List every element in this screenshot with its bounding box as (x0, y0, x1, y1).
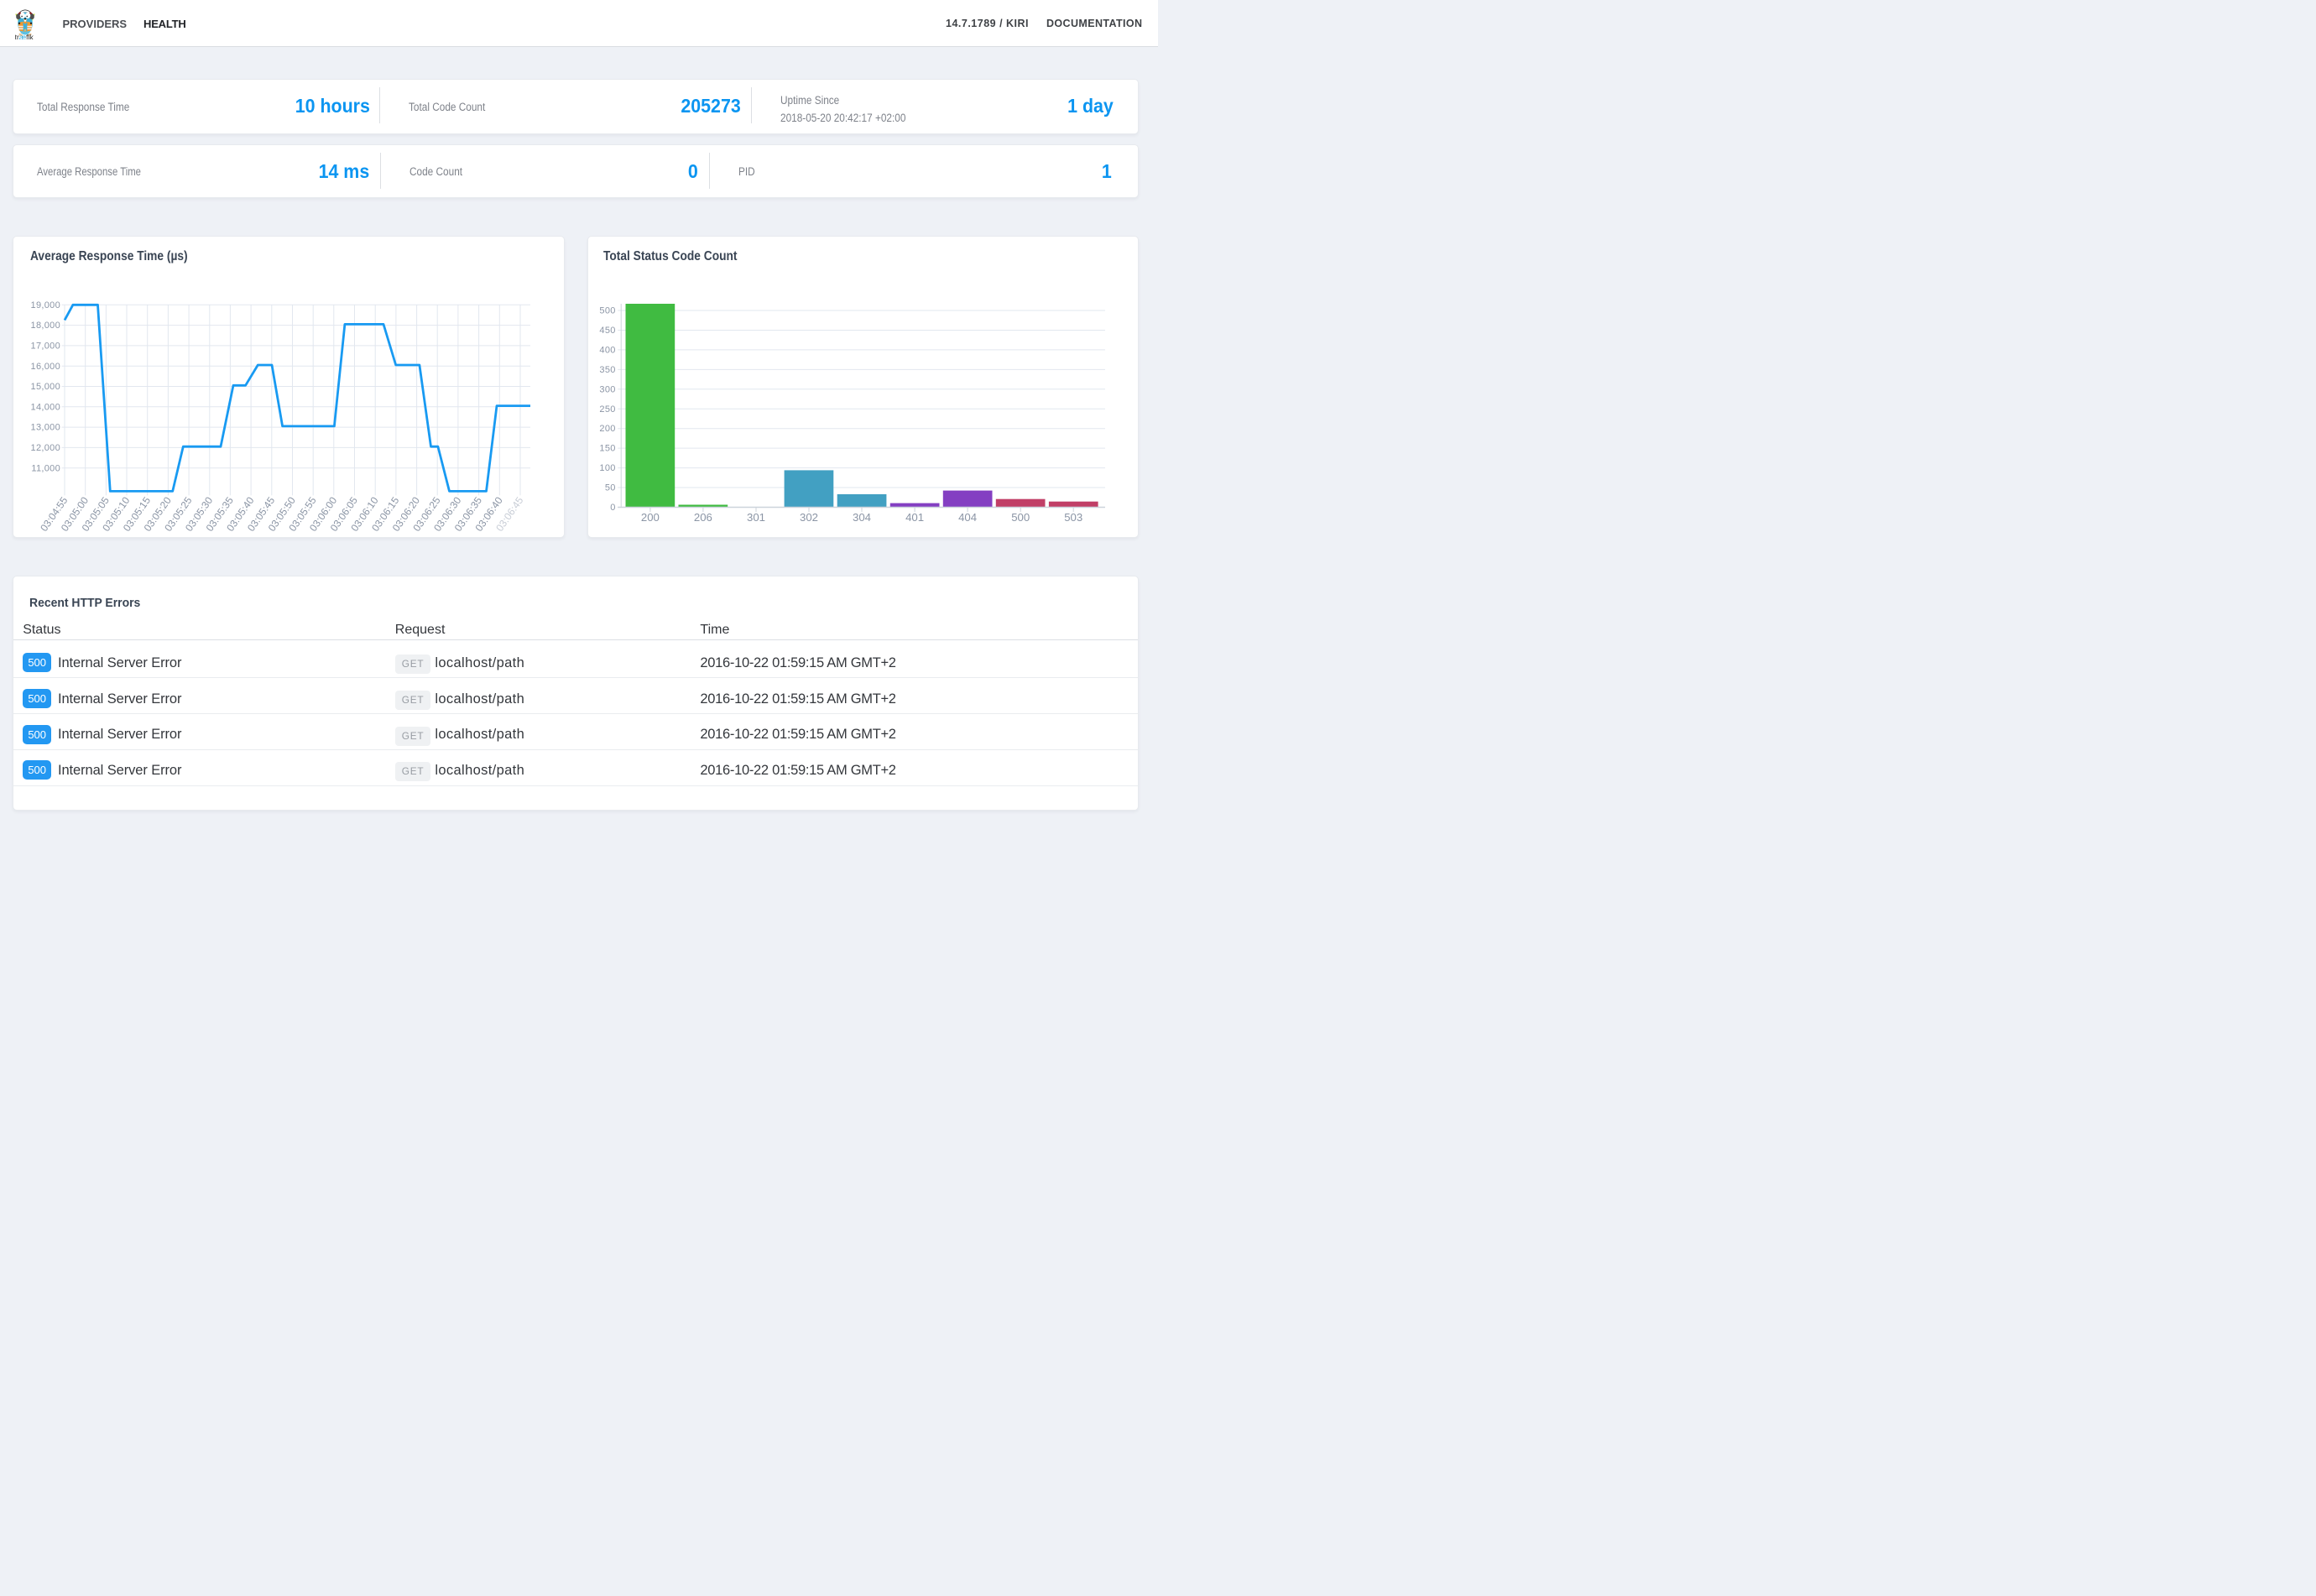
svg-text:18,000: 18,000 (31, 321, 60, 331)
svg-text:12,000: 12,000 (31, 443, 60, 453)
svg-text:100: 100 (599, 463, 615, 473)
svg-text:350: 350 (599, 365, 615, 375)
svg-text:200: 200 (641, 511, 660, 524)
svg-text:træfik: træfik (15, 33, 34, 39)
svg-text:200: 200 (599, 424, 615, 434)
svg-text:500: 500 (599, 306, 615, 316)
svg-text:450: 450 (599, 326, 615, 336)
svg-text:400: 400 (599, 345, 615, 355)
svg-text:301: 301 (747, 511, 765, 524)
svg-text:503: 503 (1064, 511, 1082, 524)
svg-text:50: 50 (605, 483, 616, 493)
svg-text:300: 300 (599, 384, 615, 394)
svg-text:0: 0 (610, 503, 615, 513)
svg-text:500: 500 (1011, 511, 1030, 524)
svg-text:13,000: 13,000 (31, 423, 60, 433)
svg-text:250: 250 (599, 404, 615, 415)
svg-text:17,000: 17,000 (31, 342, 60, 352)
svg-text:15,000: 15,000 (31, 382, 60, 392)
svg-text:401: 401 (905, 511, 924, 524)
svg-text:11,000: 11,000 (31, 463, 60, 473)
svg-text:206: 206 (694, 511, 712, 524)
svg-text:16,000: 16,000 (31, 362, 60, 372)
svg-text:19,000: 19,000 (31, 300, 60, 310)
svg-text:150: 150 (599, 444, 615, 454)
svg-text:304: 304 (853, 511, 871, 524)
svg-text:302: 302 (800, 511, 818, 524)
svg-text:14,000: 14,000 (31, 402, 60, 412)
svg-text:404: 404 (958, 511, 977, 524)
